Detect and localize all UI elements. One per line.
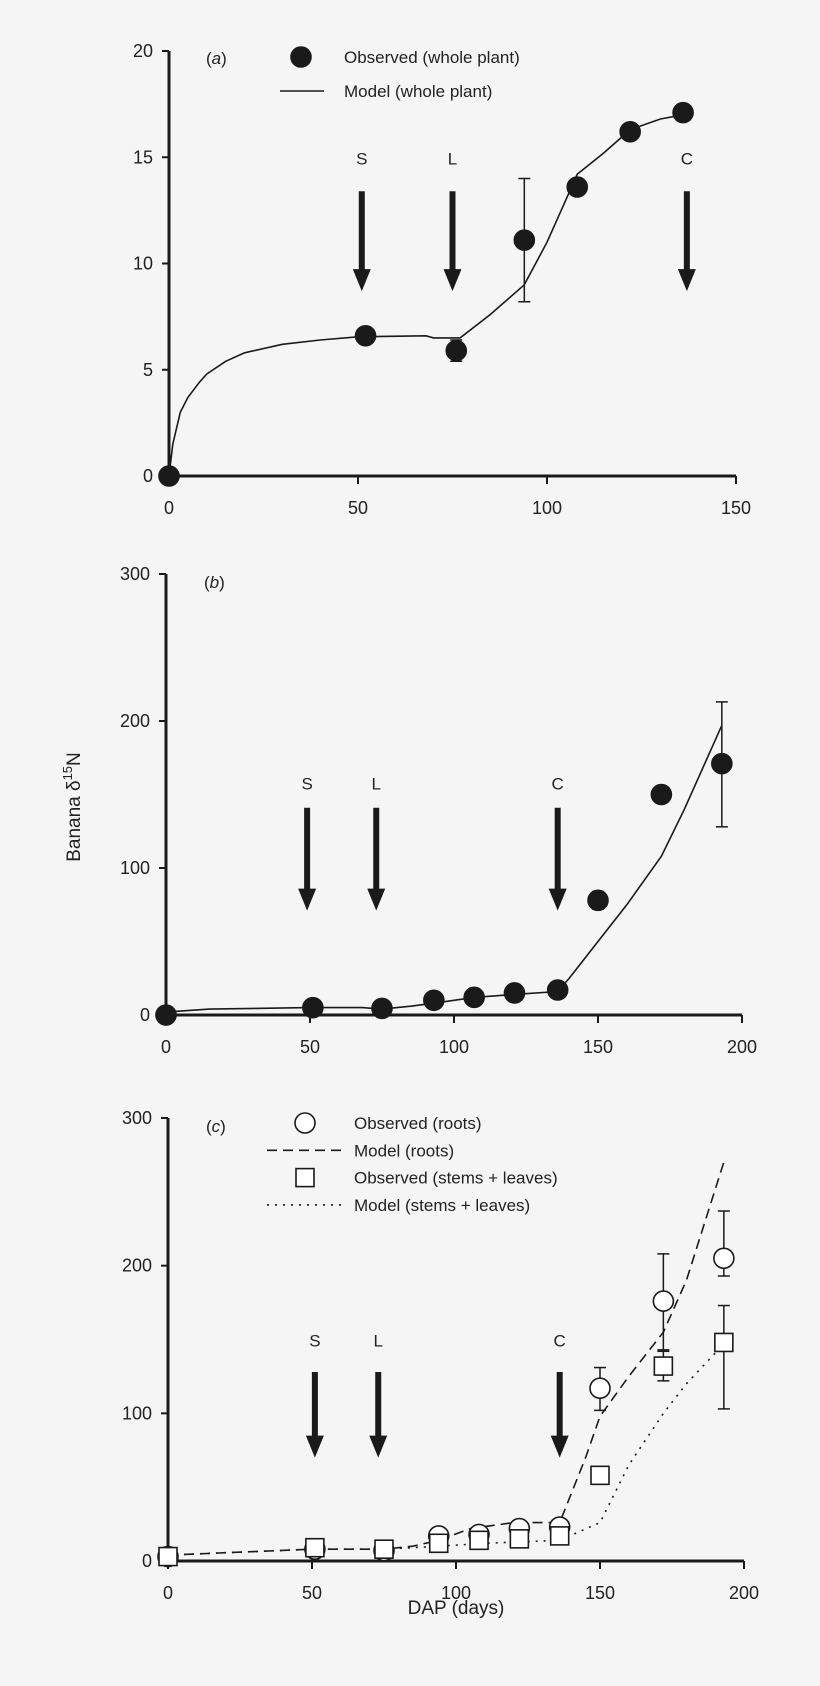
event-label: S <box>301 775 312 794</box>
legend-label: Model (whole plant) <box>344 82 492 101</box>
x-tick-label: 150 <box>721 498 751 518</box>
event-label: L <box>374 1332 383 1351</box>
legend-label: Observed (stems + leaves) <box>354 1169 558 1188</box>
legend-label: Observed (roots) <box>354 1114 482 1133</box>
x-tick-label: 0 <box>163 1583 173 1603</box>
y-tick-label: 10 <box>133 254 153 274</box>
data-point <box>549 1526 570 1546</box>
y-tick-label: 200 <box>122 1256 152 1276</box>
event-label: S <box>356 149 367 168</box>
data-point <box>711 752 733 775</box>
data-point <box>713 1247 735 1270</box>
data-point <box>158 465 180 487</box>
y-tick-label: 0 <box>143 466 153 486</box>
model-line <box>167 1162 725 1556</box>
y-tick-label: 20 <box>133 41 153 61</box>
event-arrowhead <box>550 1435 569 1458</box>
x-tick-label: 200 <box>727 1037 757 1057</box>
data-point <box>428 1533 449 1554</box>
x-tick-label: 0 <box>161 1037 171 1057</box>
legend-label: Model (stems + leaves) <box>354 1196 530 1215</box>
event-arrowhead <box>369 1435 388 1458</box>
data-point <box>590 1465 610 1486</box>
y-tick-label: 200 <box>120 711 150 731</box>
y-tick-label: 5 <box>143 360 153 380</box>
data-point <box>423 989 445 1012</box>
data-point <box>714 1332 734 1353</box>
event-label: C <box>681 149 693 168</box>
data-point <box>354 324 377 347</box>
panel-label: (b) <box>204 573 225 592</box>
event-arrowhead <box>548 888 567 911</box>
event-label: L <box>372 775 381 794</box>
x-tick-label: 150 <box>585 1583 615 1603</box>
x-tick-label: 50 <box>302 1583 322 1603</box>
event-arrowhead <box>352 269 371 292</box>
legend-label: Observed (whole plant) <box>344 48 520 67</box>
data-point <box>546 979 569 1001</box>
x-tick-label: 100 <box>532 498 562 518</box>
event-arrowhead <box>443 269 462 292</box>
legend-label: Model (roots) <box>354 1141 454 1160</box>
x-tick-label: 50 <box>348 498 368 518</box>
y-tick-label: 300 <box>122 1108 152 1128</box>
data-point <box>305 1537 325 1558</box>
model-line <box>165 725 723 1013</box>
data-point <box>503 982 526 1004</box>
data-point <box>513 229 536 251</box>
data-point <box>302 996 324 1019</box>
y-tick-label: 300 <box>120 564 150 584</box>
event-label: S <box>309 1332 320 1351</box>
panel-label: (c) <box>206 1117 226 1136</box>
data-point <box>619 120 641 143</box>
data-point <box>155 1004 177 1026</box>
data-point <box>445 339 468 362</box>
event-arrowhead <box>305 1435 324 1458</box>
data-point <box>652 1290 675 1312</box>
legend-marker <box>290 46 312 68</box>
y-axis-label: Banana δ15N <box>60 752 85 862</box>
model-line <box>168 114 684 477</box>
x-tick-label: 0 <box>164 498 174 518</box>
data-point <box>587 889 609 912</box>
x-tick-label: 200 <box>729 1583 759 1603</box>
legend-marker <box>295 1167 315 1188</box>
y-tick-label: 15 <box>133 147 153 167</box>
event-label: C <box>552 775 564 794</box>
x-tick-label: 100 <box>439 1037 469 1057</box>
data-point <box>650 783 673 806</box>
panel-label: (a) <box>206 49 227 68</box>
event-arrowhead <box>298 888 317 911</box>
panel-b: 0 100 200 300 0 50 100 150 200 (b) S L C <box>120 564 757 1057</box>
data-point <box>463 986 485 1009</box>
x-tick-label: 50 <box>300 1037 320 1057</box>
event-arrowhead <box>677 269 696 292</box>
legend-marker <box>294 1112 316 1134</box>
data-point <box>672 101 694 124</box>
data-point <box>371 997 393 1020</box>
x-tick-label: 150 <box>583 1037 613 1057</box>
data-point <box>566 176 589 198</box>
panel-a: 0 5 10 15 20 0 50 100 150 (a) S L C Observed (whole p… <box>133 41 751 518</box>
data-point <box>509 1529 530 1549</box>
data-point <box>589 1377 611 1400</box>
data-point <box>158 1546 178 1567</box>
panel-c: 0 100 200 300 0 50 100 150 200 (c) S L C Observed (ro… <box>122 1108 759 1603</box>
event-arrowhead <box>367 888 386 911</box>
event-label: L <box>448 149 457 168</box>
data-point <box>374 1539 394 1559</box>
data-point <box>469 1530 489 1551</box>
x-tick-label: 100 <box>441 1583 471 1603</box>
x-axis-label: DAP (days) <box>408 1598 505 1619</box>
y-tick-label: 100 <box>122 1403 152 1423</box>
y-tick-label: 0 <box>142 1551 152 1571</box>
event-label: C <box>554 1332 566 1351</box>
model-line <box>167 1343 725 1556</box>
y-tick-label: 0 <box>140 1005 150 1025</box>
y-tick-label: 100 <box>120 858 150 878</box>
data-point <box>653 1356 674 1376</box>
